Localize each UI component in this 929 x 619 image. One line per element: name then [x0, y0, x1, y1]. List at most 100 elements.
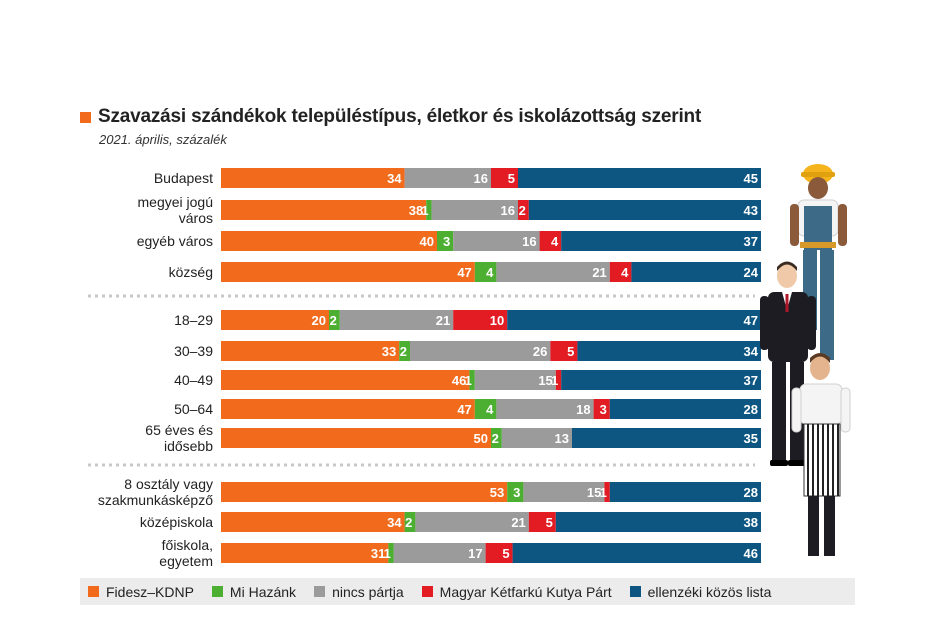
- bar-segment: [539, 231, 562, 251]
- data-label: 37: [744, 373, 758, 388]
- data-label: 45: [744, 171, 758, 186]
- bar-segment: [572, 428, 761, 448]
- bar-segment: [550, 341, 578, 361]
- data-label: 31: [371, 546, 385, 561]
- bar-segment: [415, 512, 529, 532]
- category-label: 8 osztály vagy szakmunkásképző: [98, 476, 213, 508]
- data-label: 3: [513, 485, 520, 500]
- data-label: 4: [486, 265, 494, 280]
- bar-segment: [221, 231, 437, 251]
- data-label: 1: [384, 546, 391, 561]
- bar-segment: [528, 200, 761, 220]
- chart-title: Szavazási szándékok településtípus, élet…: [98, 106, 702, 127]
- category-label: 30–39: [174, 343, 213, 359]
- data-label: 13: [555, 431, 569, 446]
- bar-segment: [593, 399, 610, 419]
- data-label: 4: [486, 402, 494, 417]
- category-label: középiskola: [140, 514, 213, 530]
- bar-segment: [404, 512, 416, 532]
- bar-segment: [221, 543, 389, 563]
- bar-segment: [221, 341, 400, 361]
- data-label: 5: [508, 171, 515, 186]
- category-label: 50–64: [174, 401, 213, 417]
- data-label: 21: [511, 515, 525, 530]
- data-label: 2: [405, 515, 412, 530]
- bar-segment: [609, 399, 761, 419]
- data-label: 16: [474, 171, 488, 186]
- legend-swatch: [629, 586, 641, 597]
- bar-segment: [221, 370, 470, 390]
- data-label: 18: [576, 402, 590, 417]
- data-label: 3: [443, 234, 450, 249]
- bar-segment: [609, 262, 632, 282]
- data-label: 20: [312, 313, 326, 328]
- data-label: 38: [744, 515, 758, 530]
- data-label: 34: [387, 171, 402, 186]
- category-label: megyei jogú város: [138, 194, 214, 226]
- data-label: 2: [519, 203, 526, 218]
- bar-segment: [426, 200, 432, 220]
- data-label: 1: [465, 373, 472, 388]
- bar-segment: [555, 370, 562, 390]
- bar-segment: [399, 341, 410, 361]
- bar-segment: [437, 231, 454, 251]
- bar-segment: [507, 310, 761, 330]
- data-label: 15: [587, 485, 601, 500]
- legend-item: Mi Hazánk: [211, 584, 296, 600]
- bar-segment: [485, 543, 513, 563]
- legend-label: ellenzéki közös lista: [647, 583, 772, 600]
- data-label: 37: [744, 234, 758, 249]
- bar-segment: [431, 200, 518, 220]
- legend-item: Fidesz–KDNP: [88, 584, 194, 600]
- data-label: 2: [492, 431, 499, 446]
- bar-segment: [518, 168, 761, 188]
- data-label: 46: [744, 546, 758, 561]
- bar-segment: [561, 370, 761, 390]
- legend-swatch: [421, 586, 433, 597]
- bar-segment: [561, 231, 761, 251]
- bar-segment: [453, 231, 540, 251]
- bar-segment: [221, 168, 405, 188]
- bar-segment: [469, 370, 475, 390]
- category-label: 40–49: [174, 372, 213, 388]
- bar-segment: [221, 399, 475, 419]
- data-label: 3: [600, 402, 607, 417]
- bar-segment: [528, 512, 556, 532]
- bar-segment: [496, 262, 610, 282]
- data-label: 10: [490, 313, 504, 328]
- bar-segment: [491, 168, 518, 188]
- legend-label: Magyar Kétfarkú Kutya Párt: [439, 583, 612, 600]
- legend-label: nincs pártja: [332, 583, 404, 600]
- category-label: egyéb város: [137, 233, 213, 249]
- bar-segment: [518, 200, 529, 220]
- bar-segment: [501, 428, 572, 448]
- bar-segment: [491, 428, 502, 448]
- legend-swatch: [88, 586, 99, 597]
- bar-segment: [221, 262, 475, 282]
- legend-label: Fidesz–KDNP: [106, 583, 194, 600]
- data-label: 47: [457, 402, 471, 417]
- data-label: 21: [592, 265, 606, 280]
- bar-segment: [221, 200, 427, 220]
- data-label: 1: [421, 203, 428, 218]
- bar-segment: [474, 370, 556, 390]
- bar-segment: [604, 482, 610, 502]
- category-label: község: [169, 264, 213, 280]
- data-label: 5: [546, 515, 553, 530]
- data-label: 33: [382, 344, 396, 359]
- data-label: 4: [551, 234, 559, 249]
- bar-segment: [393, 543, 486, 563]
- legend-swatch: [314, 586, 326, 597]
- people-illustration: [760, 164, 851, 556]
- legend-item: ellenzéki közös lista: [629, 583, 772, 600]
- data-label: 40: [420, 234, 434, 249]
- data-label: 21: [436, 313, 450, 328]
- bar-segment: [496, 399, 594, 419]
- bar-segment: [523, 482, 605, 502]
- bar-segment: [453, 310, 508, 330]
- data-label: 24: [744, 265, 759, 280]
- bar-segment: [474, 262, 497, 282]
- bar-segment: [555, 512, 761, 532]
- bar-segment: [221, 428, 491, 448]
